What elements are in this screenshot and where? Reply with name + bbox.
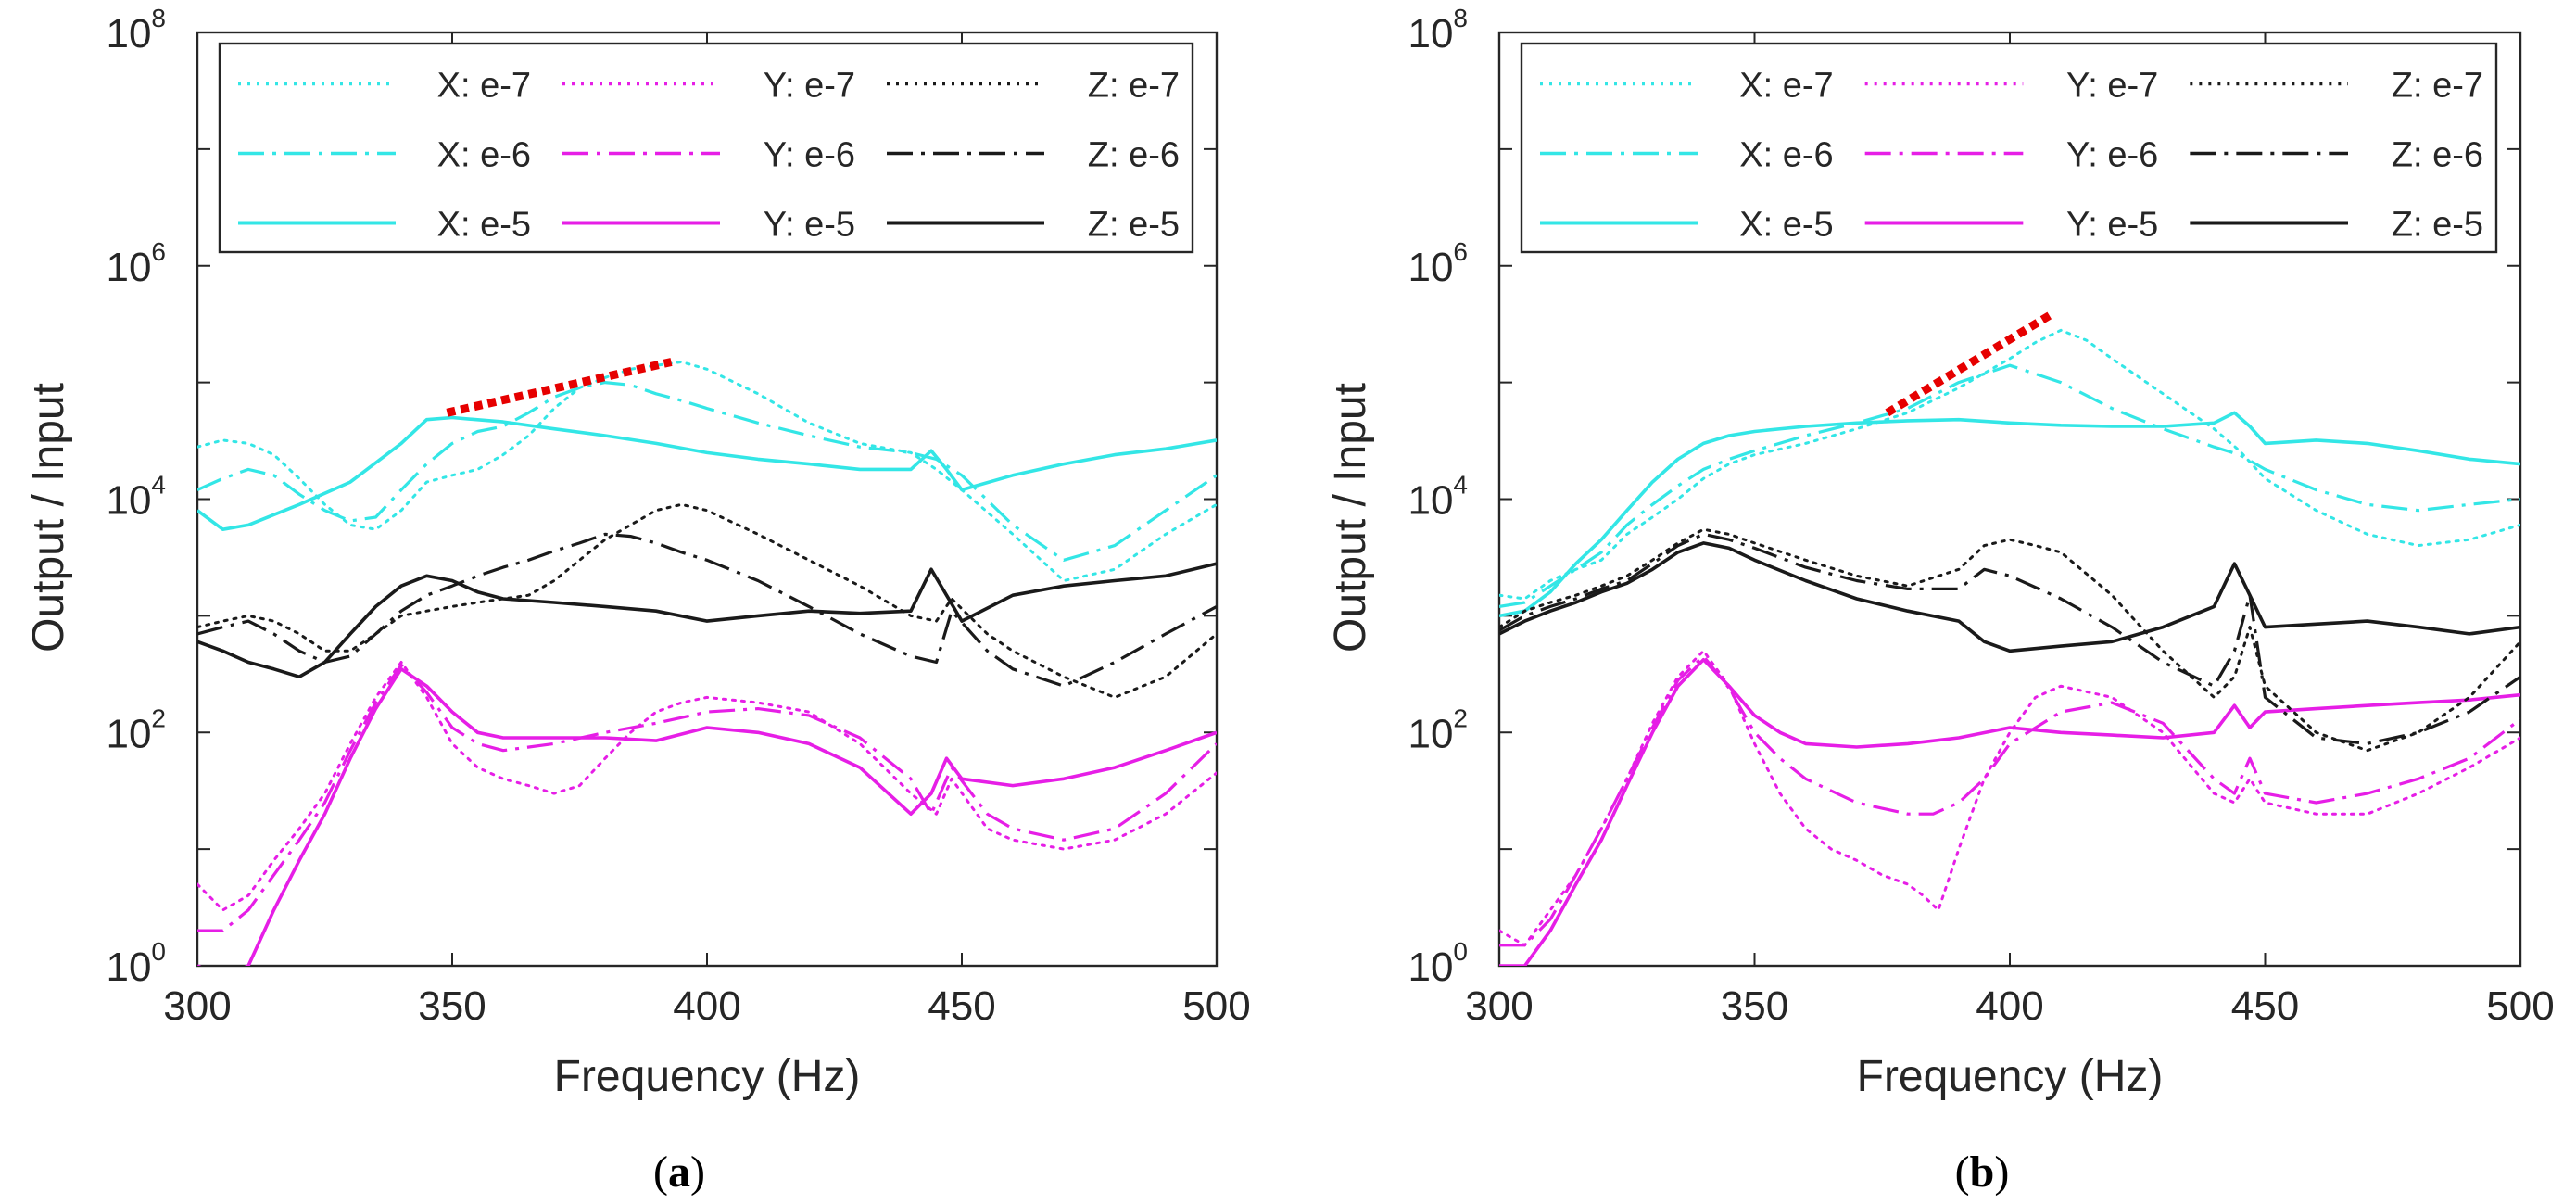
caption-paren: ): [690, 1147, 705, 1197]
caption-paren: ): [1994, 1147, 2009, 1197]
x-tick-label: 350: [1721, 983, 1788, 1029]
y-axis-title: Output / Input: [1326, 383, 1375, 653]
y-tick-exponent: 8: [1453, 4, 1468, 32]
y-tick-exponent: 4: [151, 471, 166, 500]
series-line-x-e-6: [197, 381, 1217, 562]
legend-label: X: e-5: [1739, 206, 1833, 245]
series-line-y-e-7: [197, 661, 1217, 912]
y-tick-base: 10: [106, 245, 151, 290]
legend-label: Z: e-5: [2392, 206, 2483, 245]
x-tick-label: 300: [163, 983, 231, 1029]
series-line-y-e-6: [197, 663, 1217, 932]
y-tick-label: 100: [106, 937, 166, 990]
series-line-z-e-7: [1499, 527, 2520, 753]
y-tick-label: 104: [1408, 471, 1468, 524]
legend-label: Z: e-6: [2392, 136, 2483, 175]
y-tick-base: 10: [106, 944, 151, 990]
series-line-x-e-6: [1499, 363, 2520, 608]
series-line-z-e-7: [197, 502, 1217, 699]
y-tick-base: 10: [106, 711, 151, 756]
x-axis-title: Frequency (Hz): [1857, 1052, 2164, 1101]
caption-paren: (: [1955, 1147, 1970, 1197]
y-tick-label: 108: [1408, 4, 1468, 57]
y-tick-label: 102: [106, 703, 166, 756]
y-tick-exponent: 2: [151, 703, 166, 732]
series-group: [197, 361, 1217, 966]
legend-label: Z: e-6: [1088, 136, 1180, 175]
y-tick-base: 10: [1408, 245, 1453, 290]
y-tick-base: 10: [106, 11, 151, 57]
caption-paren: (: [653, 1147, 668, 1197]
y-tick-exponent: 6: [151, 237, 166, 266]
panel-caption: (a): [653, 1147, 705, 1197]
y-tick-label: 106: [1408, 237, 1468, 290]
legend-label: Y: e-6: [2066, 136, 2158, 175]
legend: [218, 42, 1194, 254]
legend-label: Y: e-7: [764, 67, 855, 106]
series-line-z-e-5: [1499, 541, 2520, 653]
y-tick-label: 102: [1408, 703, 1468, 756]
legend-label: Z: e-7: [2392, 67, 2483, 106]
series-line-y-e-7: [1499, 649, 2520, 947]
series-line-z-e-6: [1499, 532, 2520, 745]
caption-letter: a: [668, 1147, 690, 1197]
y-axis-title: Output / Input: [24, 383, 73, 653]
panel-caption: (b): [1955, 1147, 2010, 1197]
series-line-z-e-6: [197, 532, 1217, 688]
y-tick-base: 10: [1408, 711, 1453, 756]
legend-label: Z: e-5: [1088, 206, 1180, 245]
caption-letter: b: [1970, 1147, 1995, 1197]
y-tick-exponent: 0: [151, 937, 166, 966]
y-tick-exponent: 4: [1453, 471, 1468, 500]
legend: [1520, 42, 2498, 254]
x-tick-label: 350: [418, 983, 486, 1029]
y-tick-exponent: 8: [151, 4, 166, 32]
series-line-y-e-5: [1499, 658, 2520, 966]
series-line-y-e-6: [1499, 654, 2520, 947]
series-line-x-e-7: [197, 361, 1217, 582]
x-tick-label: 300: [1465, 983, 1533, 1029]
legend-label: Y: e-5: [764, 206, 855, 245]
legend-label: Y: e-7: [2066, 67, 2158, 106]
y-tick-label: 100: [1408, 937, 1468, 990]
series-group: [1499, 328, 2520, 966]
series-line-x-e-5: [197, 415, 1217, 531]
series-line-x-e-5: [1499, 411, 2520, 618]
legend-label: X: e-5: [437, 206, 531, 245]
series-line-z-e-5: [197, 562, 1217, 678]
y-tick-base: 10: [1408, 11, 1453, 57]
y-tick-base: 10: [106, 478, 151, 524]
x-tick-label: 450: [2231, 983, 2299, 1029]
panel-b: 300 350 400 450 500100102104106108Frequency …: [1326, 4, 2555, 1197]
x-tick-label: 400: [1976, 983, 2043, 1029]
x-tick-label: 450: [928, 983, 995, 1029]
trend-annotation-line: [1885, 311, 2053, 417]
y-tick-base: 10: [1408, 944, 1453, 990]
trend-annotation-line: [446, 358, 673, 417]
y-tick-base: 10: [1408, 478, 1453, 524]
y-tick-label: 106: [106, 237, 166, 290]
series-line-y-e-5: [197, 667, 1217, 966]
y-tick-exponent: 6: [1453, 237, 1468, 266]
legend-label: Z: e-7: [1088, 67, 1180, 106]
legend-label: X: e-6: [1739, 136, 1833, 175]
legend-label: Y: e-6: [764, 136, 855, 175]
legend-label: X: e-7: [437, 67, 531, 106]
x-tick-label: 500: [2486, 983, 2554, 1029]
legend-label: Y: e-5: [2066, 206, 2158, 245]
legend-label: X: e-6: [437, 136, 531, 175]
y-tick-exponent: 2: [1453, 703, 1468, 732]
legend-label: X: e-7: [1739, 67, 1833, 106]
series-line-x-e-7: [1499, 328, 2520, 601]
y-tick-label: 108: [106, 4, 166, 57]
y-tick-label: 104: [106, 471, 166, 524]
x-tick-label: 400: [673, 983, 740, 1029]
panel-a: 300 350 400 450 500100102104106108Frequency …: [24, 4, 1251, 1197]
x-tick-label: 500: [1182, 983, 1250, 1029]
y-tick-exponent: 0: [1453, 937, 1468, 966]
x-axis-title: Frequency (Hz): [554, 1052, 861, 1101]
